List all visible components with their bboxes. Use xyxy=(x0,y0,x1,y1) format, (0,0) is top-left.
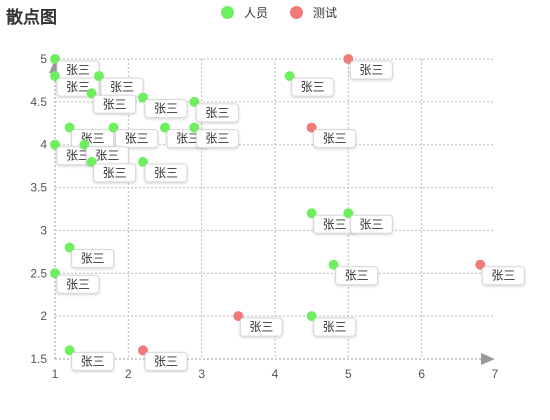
x-tick-label: 3 xyxy=(198,367,205,381)
point-label: 张三 xyxy=(66,63,90,77)
point-label: 张三 xyxy=(81,252,105,266)
data-point: 张三 xyxy=(343,54,393,80)
point-label: 张三 xyxy=(125,132,149,146)
data-point: 张三 xyxy=(64,345,115,371)
y-tick-label: 3 xyxy=(40,223,47,237)
point-label: 张三 xyxy=(359,63,383,77)
data-point: 张三 xyxy=(328,259,379,286)
data-point: 张三 xyxy=(189,122,239,149)
data-point: 张三 xyxy=(306,311,357,337)
legend-label-people: 人员 xyxy=(244,6,269,20)
data-point: 张三 xyxy=(475,259,525,286)
data-point: 张三 xyxy=(343,208,393,234)
grid xyxy=(55,58,495,359)
point-label: 张三 xyxy=(103,166,127,180)
point-label: 张三 xyxy=(154,166,178,180)
point-label-box xyxy=(313,129,357,149)
point-label: 张三 xyxy=(323,320,347,334)
point-label-box xyxy=(115,129,159,149)
legend-swatch-people xyxy=(221,6,234,19)
point-label-box xyxy=(144,351,188,371)
y-tick-label: 2 xyxy=(40,309,47,323)
point-label-box xyxy=(481,266,525,286)
point-label-box xyxy=(291,77,335,97)
point-label-box xyxy=(144,99,188,119)
data-point: 张三 xyxy=(138,345,188,371)
point-label-box xyxy=(195,103,239,123)
point-label: 张三 xyxy=(66,80,90,94)
x-tick-label: 7 xyxy=(492,367,499,381)
point-label-box xyxy=(349,214,393,234)
point-label-box xyxy=(71,351,115,371)
point-label: 张三 xyxy=(249,320,273,334)
data-point: 张三 xyxy=(306,208,357,234)
point-label-box xyxy=(71,249,115,269)
point-label-box xyxy=(195,129,239,149)
data-point: 张三 xyxy=(86,88,137,114)
point-label: 张三 xyxy=(323,217,347,231)
data-point: 张三 xyxy=(86,156,137,183)
point-label-box xyxy=(93,163,137,183)
data-point: 张三 xyxy=(284,71,335,97)
x-tick-label: 2 xyxy=(125,367,132,381)
x-tick-label: 5 xyxy=(345,367,352,381)
data-point: 张三 xyxy=(108,122,159,149)
x-axis-arrow xyxy=(481,353,495,365)
data-point: 张三 xyxy=(64,242,115,269)
legend-item-test[interactable]: 测试 xyxy=(290,4,337,21)
data-point: 张三 xyxy=(306,122,357,149)
point-label: 张三 xyxy=(110,80,134,94)
axes: 1 2 3 4 5 6 7 1.5 2 2.5 3 3.5 4 4.5 5 xyxy=(30,52,498,381)
y-tick-label: 1.5 xyxy=(30,352,47,366)
data-point: 张三 xyxy=(50,268,100,294)
x-tick-label: 4 xyxy=(272,367,279,381)
point-label: 张三 xyxy=(95,149,119,163)
x-tick-label: 6 xyxy=(418,367,425,381)
data-point: 张三 xyxy=(94,71,144,97)
y-tick-label: 3.5 xyxy=(30,181,47,195)
legend-item-people[interactable]: 人员 xyxy=(221,4,268,21)
data-point: 张三 xyxy=(233,311,283,337)
point-label-box xyxy=(56,274,100,294)
point-label-box xyxy=(93,94,137,114)
data-point: 张三 xyxy=(138,156,188,183)
chart-title: 散点图 xyxy=(6,8,57,28)
point-label: 张三 xyxy=(154,354,178,368)
y-tick-label: 4.5 xyxy=(30,95,47,109)
data-point: 张三 xyxy=(50,54,100,80)
legend-label-test: 测试 xyxy=(313,6,338,20)
point-label: 张三 xyxy=(491,269,515,283)
point-label-box xyxy=(239,317,283,337)
point-label-box xyxy=(313,317,357,337)
point-label: 张三 xyxy=(205,132,229,146)
data-point: 张三 xyxy=(79,139,129,166)
point-label: 张三 xyxy=(176,132,200,146)
point-label: 张三 xyxy=(66,277,90,291)
legend: 人员 测试 xyxy=(221,4,359,21)
y-tick-label: 4 xyxy=(40,138,47,152)
point-label: 张三 xyxy=(81,354,105,368)
y-tick-label: 5 xyxy=(40,52,47,66)
point-label: 张三 xyxy=(301,80,325,94)
point-label-box xyxy=(335,266,379,286)
legend-swatch-test xyxy=(290,6,304,19)
point-label: 张三 xyxy=(359,217,383,231)
point-label: 张三 xyxy=(345,269,369,283)
y-tick-label: 2.5 xyxy=(30,266,47,280)
point-label: 张三 xyxy=(205,106,229,120)
x-tick-label: 1 xyxy=(52,367,59,381)
point-label: 张三 xyxy=(103,97,127,111)
point-label: 张三 xyxy=(66,149,90,163)
point-label-box xyxy=(144,163,188,183)
point-label-box xyxy=(349,60,393,80)
data-point: 张三 xyxy=(138,92,188,119)
point-label: 张三 xyxy=(154,102,178,116)
data-point: 张三 xyxy=(189,96,239,123)
point-label: 张三 xyxy=(323,132,347,146)
